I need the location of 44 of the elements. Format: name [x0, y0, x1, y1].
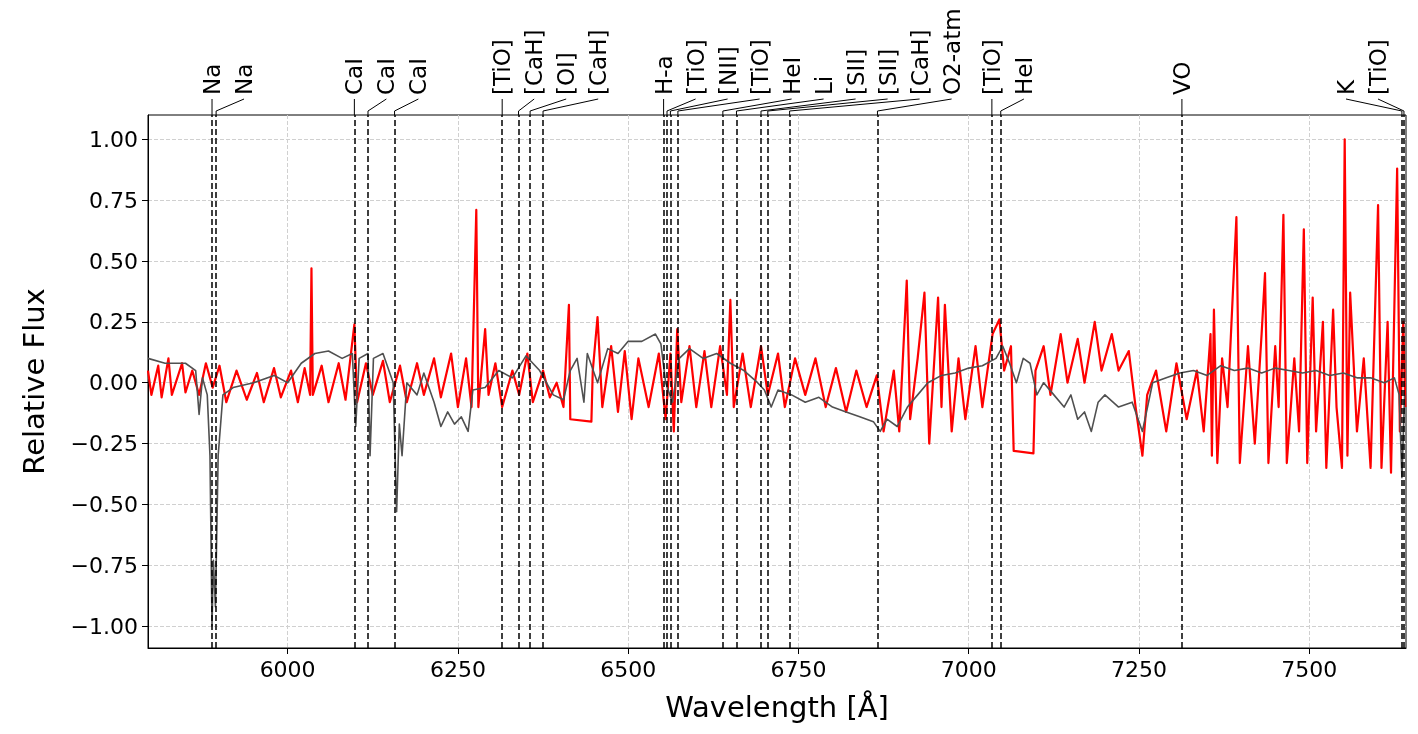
ref-line-label: [OI] — [553, 52, 580, 95]
ref-line-label: [CaH] — [585, 29, 612, 95]
x-tick-label: 7250 — [1111, 656, 1168, 682]
ref-line-label: [TiO] — [489, 39, 516, 95]
y-tick-label: 0.25 — [89, 309, 138, 335]
ref-line-label: [TiO] — [746, 39, 773, 95]
y-tick-label: −1.00 — [70, 613, 138, 639]
ref-line-label: Na — [199, 63, 226, 95]
ref-line-label: VO — [1168, 61, 1195, 95]
ref-line-label: H-a — [650, 55, 677, 95]
ref-line-label: [NII] — [714, 46, 741, 95]
ref-line-label: [CaH] — [906, 29, 933, 95]
y-tick-label: −0.75 — [70, 552, 138, 578]
ref-line-label: CaI — [405, 58, 432, 95]
x-tick-label: 7500 — [1281, 656, 1338, 682]
ref-line-label: Na — [231, 63, 258, 95]
x-tick-label: 6750 — [770, 656, 827, 682]
ref-line-label: Li — [810, 75, 837, 95]
x-tick-label: 7000 — [940, 656, 997, 682]
y-tick-label: 0.50 — [89, 248, 138, 274]
ref-line-label: CaI — [373, 58, 400, 95]
y-tick-label: 1.00 — [89, 126, 138, 152]
line-series — [146, 138, 1407, 474]
y-tick-label: −0.25 — [70, 431, 138, 457]
ref-line-label: [TiO] — [1365, 39, 1391, 95]
ref-line-label: [TiO] — [682, 39, 709, 95]
x-axis-title: Wavelength [Å] — [665, 689, 889, 724]
x-tick-label: 6500 — [600, 656, 657, 682]
x-tick-label: 6250 — [429, 656, 486, 682]
ref-line-label: HeI — [1010, 56, 1037, 95]
ref-line-label: [CaH] — [521, 29, 548, 95]
y-tick-label: 0.75 — [89, 187, 138, 213]
ref-line-label: HeI — [778, 56, 805, 95]
ref-line-label: O2-atm — [938, 8, 965, 95]
y-axis-title: Relative Flux — [16, 288, 51, 475]
y-tick-label: −0.50 — [70, 491, 138, 517]
x-tick-label: 6000 — [259, 656, 316, 682]
ref-line-label: CaI — [341, 58, 368, 95]
y-tick-label: 0.00 — [89, 370, 138, 396]
ref-line-label: K — [1333, 79, 1359, 95]
ref-line-label: [TiO] — [978, 39, 1005, 95]
line-series — [147, 333, 1406, 627]
ref-line-label: [SII] — [842, 48, 869, 95]
ref-line-label: [SII] — [874, 48, 901, 95]
